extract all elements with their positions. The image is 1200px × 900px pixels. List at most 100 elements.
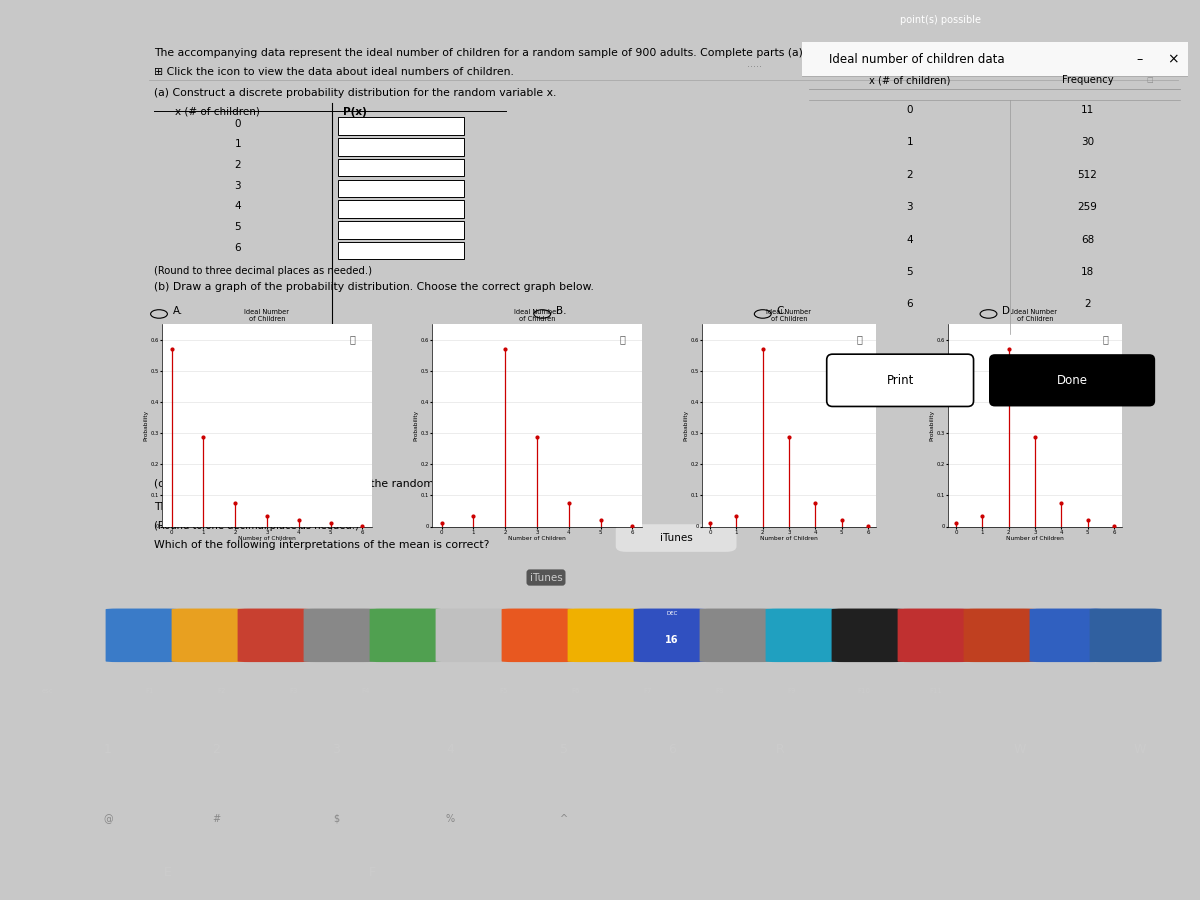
FancyBboxPatch shape <box>898 608 970 662</box>
Text: □: □ <box>1146 77 1153 84</box>
Text: F3: F3 <box>289 688 299 694</box>
FancyBboxPatch shape <box>337 159 463 176</box>
Text: esc: esc <box>42 688 54 694</box>
Text: C.: C. <box>776 306 787 316</box>
Text: 2: 2 <box>234 160 241 170</box>
Text: 4: 4 <box>234 202 241 211</box>
Text: 11: 11 <box>1081 104 1094 114</box>
FancyBboxPatch shape <box>989 355 1156 407</box>
FancyBboxPatch shape <box>337 221 463 239</box>
X-axis label: Number of Children: Number of Children <box>1006 536 1064 542</box>
FancyBboxPatch shape <box>238 608 310 662</box>
FancyBboxPatch shape <box>616 524 737 552</box>
FancyBboxPatch shape <box>964 608 1036 662</box>
Text: 1: 1 <box>234 140 241 149</box>
Text: B.: B. <box>556 306 566 316</box>
FancyBboxPatch shape <box>436 608 508 662</box>
Text: F8: F8 <box>715 688 725 694</box>
Text: 5: 5 <box>234 222 241 232</box>
X-axis label: Number of Children: Number of Children <box>508 536 566 542</box>
Text: W: W <box>1014 742 1026 756</box>
Text: 4: 4 <box>906 235 913 245</box>
Title: Ideal Number
of Children: Ideal Number of Children <box>767 310 811 322</box>
Text: 0: 0 <box>234 119 241 129</box>
FancyBboxPatch shape <box>568 608 640 662</box>
Text: P(x): P(x) <box>343 107 367 117</box>
Text: 512: 512 <box>1078 169 1098 179</box>
Text: x (# of children): x (# of children) <box>175 107 259 117</box>
Text: Print: Print <box>887 374 914 387</box>
Text: (a) Construct a discrete probability distribution for the random variable x.: (a) Construct a discrete probability dis… <box>154 88 556 98</box>
Title: Ideal Number
of Children: Ideal Number of Children <box>1013 310 1057 322</box>
Text: F7: F7 <box>643 688 653 694</box>
Text: 3: 3 <box>332 742 340 756</box>
Text: DEC: DEC <box>666 610 678 616</box>
FancyBboxPatch shape <box>337 242 463 259</box>
FancyBboxPatch shape <box>304 608 376 662</box>
Text: 18: 18 <box>1081 267 1094 277</box>
Text: $: $ <box>332 814 340 824</box>
Text: –: – <box>1136 52 1142 66</box>
Text: E: E <box>164 866 172 878</box>
Text: 16: 16 <box>665 634 679 645</box>
FancyBboxPatch shape <box>236 499 263 513</box>
Text: Done: Done <box>1056 374 1087 387</box>
Text: ⌕: ⌕ <box>619 334 625 344</box>
FancyBboxPatch shape <box>700 608 772 662</box>
Text: F10: F10 <box>858 688 870 694</box>
Text: ⌕: ⌕ <box>857 334 862 344</box>
Text: %: % <box>445 814 455 824</box>
Text: F5: F5 <box>500 688 508 694</box>
Y-axis label: Probability: Probability <box>684 410 689 441</box>
Text: Ideal number of children data: Ideal number of children data <box>829 52 1004 66</box>
Text: 5: 5 <box>906 267 913 277</box>
FancyBboxPatch shape <box>337 139 463 156</box>
Text: 5: 5 <box>560 742 568 756</box>
Text: .....: ..... <box>746 59 762 69</box>
FancyBboxPatch shape <box>370 608 442 662</box>
Text: (b) Draw a graph of the probability distribution. Choose the correct graph below: (b) Draw a graph of the probability dist… <box>154 282 594 292</box>
Text: (Round to one decimal place as needed.): (Round to one decimal place as needed.) <box>154 521 359 531</box>
Text: F6: F6 <box>571 688 581 694</box>
Text: iTunes: iTunes <box>529 572 563 582</box>
Text: ×: × <box>1166 52 1178 66</box>
Text: 3: 3 <box>234 181 241 191</box>
Text: F1: F1 <box>145 688 155 694</box>
Text: W: W <box>1134 742 1146 756</box>
Text: 30: 30 <box>1081 137 1094 147</box>
Text: F9: F9 <box>787 688 797 694</box>
Text: point(s) possible: point(s) possible <box>900 15 982 25</box>
Text: ⌕: ⌕ <box>349 334 355 344</box>
FancyBboxPatch shape <box>634 608 706 662</box>
FancyBboxPatch shape <box>1030 608 1102 662</box>
Text: 68: 68 <box>1081 235 1094 245</box>
Text: F11: F11 <box>930 688 942 694</box>
Text: F: F <box>368 866 376 878</box>
FancyBboxPatch shape <box>337 180 463 197</box>
Text: R: R <box>775 742 785 756</box>
Text: Which of the following interpretations of the mean is correct?: Which of the following interpretations o… <box>154 540 490 550</box>
Y-axis label: Probability: Probability <box>930 410 935 441</box>
Title: Ideal Number
of Children: Ideal Number of Children <box>515 310 559 322</box>
Text: ⊞ Click the icon to view the data about ideal numbers of children.: ⊞ Click the icon to view the data about … <box>154 67 514 77</box>
Text: 259: 259 <box>1078 202 1098 212</box>
Text: 6: 6 <box>668 742 676 756</box>
Text: F2: F2 <box>218 688 226 694</box>
Text: Frequency: Frequency <box>1062 76 1114 86</box>
Text: D.: D. <box>1002 306 1014 316</box>
FancyBboxPatch shape <box>766 608 838 662</box>
Y-axis label: Probability: Probability <box>144 410 149 441</box>
Text: (Round to three decimal places as needed.): (Round to three decimal places as needed… <box>154 266 372 276</box>
Text: 2: 2 <box>1085 300 1091 310</box>
Text: 2: 2 <box>212 742 220 756</box>
Text: 6: 6 <box>234 243 241 253</box>
Text: The accompanying data represent the ideal number of children for a random sample: The accompanying data represent the idea… <box>154 49 906 58</box>
Text: 6: 6 <box>906 300 913 310</box>
Text: A.: A. <box>173 306 184 316</box>
FancyBboxPatch shape <box>832 608 904 662</box>
Text: 3: 3 <box>906 202 913 212</box>
Y-axis label: Probability: Probability <box>414 410 419 441</box>
FancyBboxPatch shape <box>337 201 463 218</box>
Title: Ideal Number
of Children: Ideal Number of Children <box>245 310 289 322</box>
Text: 1: 1 <box>104 742 112 756</box>
